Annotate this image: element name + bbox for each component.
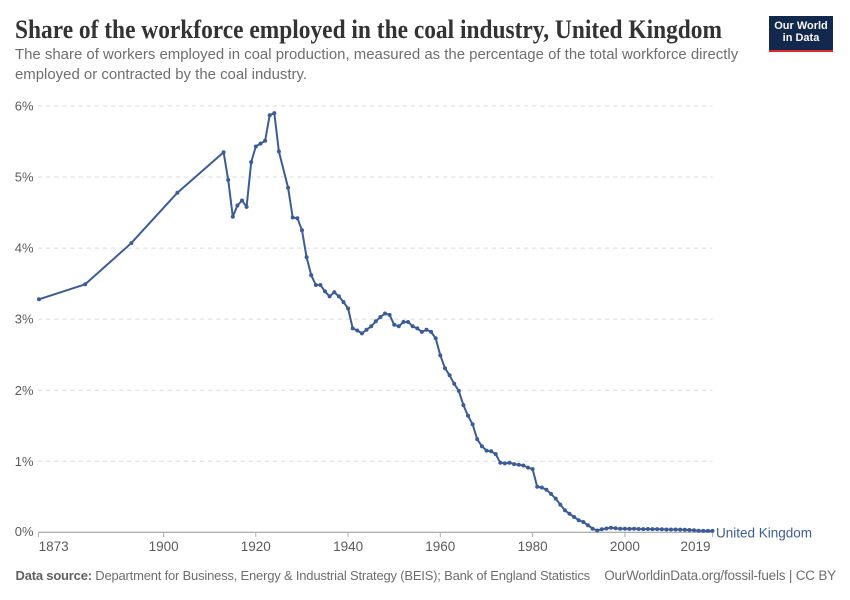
- svg-text:1960: 1960: [425, 539, 455, 554]
- svg-text:1920: 1920: [241, 539, 271, 554]
- svg-text:2019: 2019: [680, 539, 710, 554]
- svg-text:2%: 2%: [15, 383, 34, 398]
- svg-text:4%: 4%: [15, 241, 34, 256]
- svg-text:2000: 2000: [610, 539, 640, 554]
- svg-text:5%: 5%: [15, 170, 34, 185]
- svg-text:1873: 1873: [39, 539, 69, 554]
- svg-text:1980: 1980: [518, 539, 548, 554]
- svg-text:1%: 1%: [15, 454, 34, 469]
- svg-text:1940: 1940: [333, 539, 363, 554]
- svg-text:6%: 6%: [15, 99, 34, 114]
- svg-text:0%: 0%: [15, 524, 34, 539]
- svg-text:3%: 3%: [15, 312, 34, 327]
- svg-text:United Kingdom: United Kingdom: [716, 525, 812, 540]
- svg-text:1900: 1900: [149, 539, 179, 554]
